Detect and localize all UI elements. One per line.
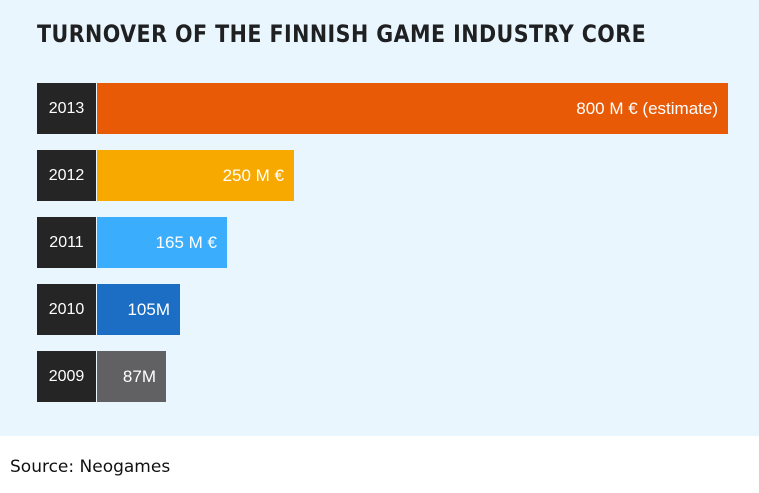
bar-value-label: 105M — [127, 300, 170, 319]
bar-row-2012: 2012 250 M € — [37, 150, 728, 201]
bar-row-2009: 2009 87M — [37, 351, 728, 402]
source-note: Source: Neogames — [10, 457, 171, 477]
year-label: 2013 — [37, 83, 96, 134]
bar-2009: 87M — [97, 351, 166, 402]
bar-2013: 800 M € (estimate) — [97, 83, 728, 134]
year-label: 2012 — [37, 150, 96, 201]
bar-row-2011: 2011 165 M € — [37, 217, 728, 268]
bar-2011: 165 M € — [97, 217, 227, 268]
bar-value-label: 250 M € — [222, 166, 284, 185]
bar-2012: 250 M € — [97, 150, 294, 201]
bar-value-label: 165 M € — [155, 233, 217, 252]
bar-value-label: 800 M € (estimate) — [576, 99, 718, 118]
bar-row-2013: 2013 800 M € (estimate) — [37, 83, 728, 134]
chart-title: TURNOVER OF THE FINNISH GAME INDUSTRY CO… — [37, 20, 647, 48]
bar-2010: 105M — [97, 284, 180, 335]
year-label: 2010 — [37, 284, 96, 335]
bar-row-2010: 2010 105M — [37, 284, 728, 335]
bar-value-label: 87M — [122, 367, 156, 386]
year-label: 2009 — [37, 351, 96, 402]
year-label: 2011 — [37, 217, 96, 268]
chart-panel: TURNOVER OF THE FINNISH GAME INDUSTRY CO… — [0, 0, 759, 436]
